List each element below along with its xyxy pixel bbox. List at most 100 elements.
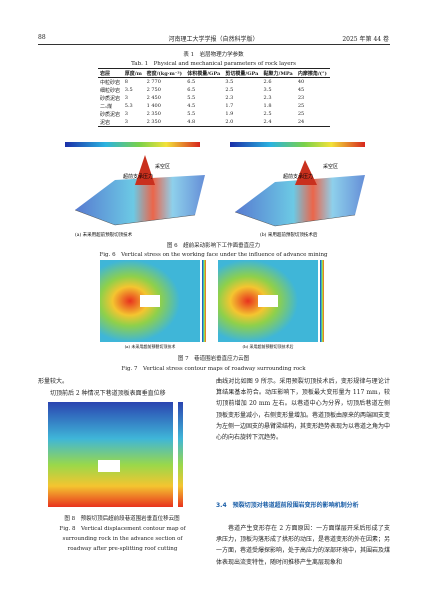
table-cell: 1.9 [225, 111, 234, 117]
column-header: 体积模量/GPa [187, 70, 221, 77]
table-cell: 3.5 [124, 87, 133, 93]
figure-6: 采空区 超前支承压力 采空区 超前支承压力 (a) 未采用超前预裂切顶技术 (b… [65, 142, 365, 238]
table-wrap: 岩层 厚度/m 密度/(kg·m⁻³) 体积模量/GPa 剪切模量/GPa 黏聚力/MPa… [98, 68, 330, 127]
table-cell: 2 450 [146, 95, 161, 101]
table-cell: 6.5 [187, 87, 196, 93]
paragraph: 切顶前后 2 种情况下巷道顶板表面垂直位移 [50, 390, 166, 397]
paragraph: 形量较大。 [38, 378, 69, 385]
table-cell: 砂质泥岩 [100, 111, 121, 118]
annotation: 采空区 [323, 163, 338, 170]
table-cell: 2 350 [146, 119, 161, 125]
table-row: 砂质泥岩 3 2 450 5.5 2.3 2.3 23 [98, 94, 330, 102]
table-row: 砂质泥岩 3 2 350 5.5 1.9 2.5 25 [98, 110, 330, 118]
contour-map [48, 402, 173, 507]
colorbar [320, 260, 324, 342]
table-row: 二₁煤 5.3 1 400 4.5 1.7 1.8 25 [98, 102, 330, 110]
table-cell: 细粒砂岩 [100, 87, 121, 94]
annotation: 超前支承压力 [123, 173, 153, 180]
annotation: 超前支承压力 [283, 173, 313, 180]
table-cell: 二₁煤 [100, 103, 113, 110]
table-row: 中粒砂岩 8 2 770 6.5 3.5 2.6 40 [98, 78, 330, 87]
issue: 2025 年第 44 卷 [342, 36, 389, 43]
subcaption: (a) 未采用超前预裂切顶技术 [75, 231, 133, 238]
stress-peak [135, 155, 155, 185]
axis [74, 209, 196, 226]
table-title: 表 1 岩层物理力学参数 [183, 52, 244, 58]
table-cell: 2 350 [146, 111, 161, 117]
subcaption: (a) 未采用超前预裂切顶技术 [125, 343, 176, 349]
table-cell: 中粒砂岩 [100, 79, 121, 86]
table-cell: 4.8 [187, 119, 196, 125]
table-cell: 2.4 [263, 119, 272, 125]
table-cell: 2 770 [146, 79, 161, 85]
table-cell: 3 [124, 111, 128, 117]
table-cell: 1.7 [225, 103, 234, 109]
page-number: 88 [38, 34, 46, 41]
table-row: 泥岩 3 2 350 4.8 2.0 2.4 24 [98, 118, 330, 127]
column-header: 剪切模量/GPa [225, 70, 259, 77]
column-header: 岩层 [100, 70, 111, 77]
table-row: 细粒砂岩 3.5 2 750 6.5 2.5 3.5 45 [98, 86, 330, 94]
table-cell: 3 [124, 119, 128, 125]
table-cell: 2.5 [263, 111, 272, 117]
table-cell: 45 [297, 87, 305, 93]
colorbar [230, 142, 365, 147]
subcaption: (b) 采用超前预裂切顶技术后 [243, 343, 294, 349]
table-cell: 砂质泥岩 [100, 95, 121, 102]
table-cell: 23 [297, 95, 305, 101]
colorbar [178, 402, 183, 507]
roadway [98, 460, 120, 472]
journal-name: 河南理工大学学报（自然科学版） [168, 36, 259, 43]
table-cell: 2.0 [225, 119, 234, 125]
column-header: 内摩擦角/(°) [297, 70, 327, 77]
table-cell: 泥岩 [100, 119, 111, 126]
section-heading: 3.4 预裂切顶对巷道超前段围岩变形的影响机制分析 [216, 502, 359, 509]
table-cell: 24 [297, 119, 305, 125]
table-cell: 2.3 [263, 95, 272, 101]
table-cell: 25 [297, 111, 305, 117]
figure-6-title: 图 6 超前采动影响下工作面垂直应力 [166, 243, 261, 249]
table-cell: 40 [297, 79, 305, 85]
table-cell: 3.5 [263, 87, 272, 93]
table-cell: 2.6 [263, 79, 272, 85]
column-header: 密度/(kg·m⁻³) [146, 70, 182, 77]
figure-7-title: 图 7 巷道围岩垂直应力云图 [177, 356, 250, 362]
roadway [258, 295, 278, 307]
paragraph: 曲线对比如图 9 所示。采用预裂切顶技术后，变形规律与理论计算结果基本符合。动压… [216, 378, 391, 442]
figure-8-title-en: Fig. 8 Vertical displacement contour map… [59, 526, 186, 552]
stress-peak [295, 160, 317, 185]
table: 岩层 厚度/m 密度/(kg·m⁻³) 体积模量/GPa 剪切模量/GPa 黏聚力/MPa… [98, 68, 330, 127]
roadway [140, 295, 160, 307]
table-cell: 5.5 [187, 95, 196, 101]
table-cell: 2.3 [225, 95, 234, 101]
table-cell: 4.5 [187, 103, 196, 109]
colorbar [65, 142, 200, 147]
header-rule [38, 44, 390, 45]
table-cell: 3.5 [225, 79, 234, 85]
paragraph: 巷道产生变形存在 2 方面原因：一方面煤层开采后形成了支承压力，顶板沟落形成了拱… [216, 525, 391, 566]
table-cell: 8 [124, 79, 128, 85]
stress-surface [75, 175, 205, 225]
table-cell: 5.3 [124, 103, 133, 109]
figure-7-title-en: Fig. 7 Vertical stress contour maps of r… [121, 366, 306, 372]
table-title-en: Tab. 1 Physical and mechanical parameter… [131, 61, 296, 67]
subcaption: (b) 采用超前预裂切顶技术后 [260, 231, 318, 238]
figure-8-title: 图 8 预裂切顶后超前段巷道围岩垂直位移云图 [64, 516, 180, 522]
figure-6-title-en: Fig. 6 Vertical stress on the working fa… [99, 252, 328, 258]
table-cell: 25 [297, 103, 305, 109]
axis [234, 211, 356, 227]
table-cell: 5.5 [187, 111, 196, 117]
stress-surface [235, 175, 365, 226]
table-cell: 2.5 [225, 87, 234, 93]
table-cell: 6.5 [187, 79, 196, 85]
figure-8 [48, 402, 183, 507]
table-cell: 1 400 [146, 103, 161, 109]
table-cell: 2 750 [146, 87, 161, 93]
annotation: 采空区 [155, 163, 170, 170]
colorbar [202, 260, 206, 342]
table-cell: 3 [124, 95, 128, 101]
column-header: 黏聚力/MPa [263, 70, 293, 77]
table-cell: 1.8 [263, 103, 272, 109]
column-header: 厚度/m [124, 70, 142, 77]
